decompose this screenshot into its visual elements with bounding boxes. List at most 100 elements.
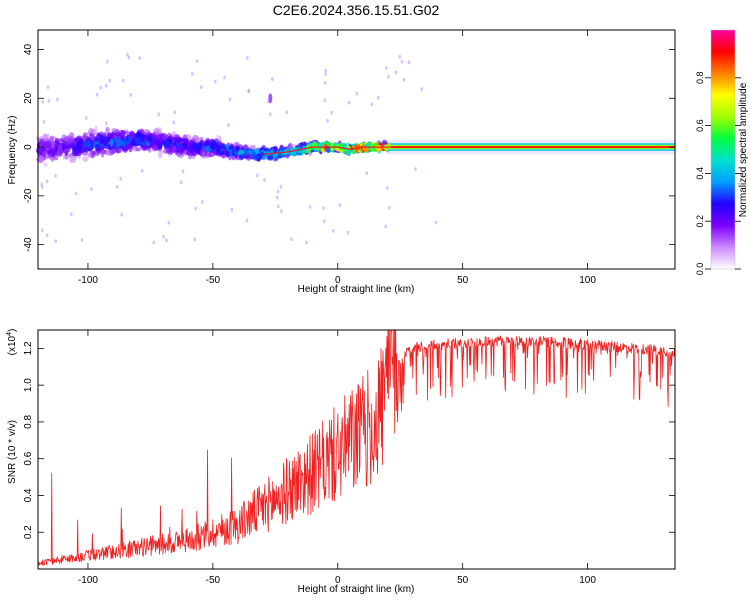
spectrogram-outlier <box>280 209 283 214</box>
spectrogram-outlier <box>190 71 194 76</box>
spectrogram-cell <box>105 126 110 136</box>
spectrogram-outlier <box>201 199 204 204</box>
spectrogram-outlier <box>324 72 327 77</box>
spectrogram-cell <box>151 144 158 151</box>
spectrogram-outlier <box>162 234 165 239</box>
spectrogram-cell <box>88 127 94 135</box>
spectrogram-outlier <box>346 230 350 235</box>
spectrogram-cell <box>92 150 96 155</box>
spectrogram-outlier <box>330 110 333 115</box>
spectrogram-cell <box>95 148 100 152</box>
spectrogram-outlier <box>126 52 129 57</box>
spectrogram-outlier <box>305 240 308 245</box>
spectrogram-ridge-line <box>262 146 675 155</box>
spectrogram-outlier <box>400 59 404 64</box>
spectrogram-outlier <box>108 78 111 83</box>
spectrogram-outlier <box>247 88 251 93</box>
spectrogram-cell <box>375 144 383 152</box>
spectrogram-y-tick-label: 0 <box>23 144 34 150</box>
spectrogram-cell <box>47 151 51 155</box>
spectrogram-y-tick-label: -20 <box>23 188 34 203</box>
spectrogram-y-tick-label: 20 <box>23 92 34 104</box>
spectrogram-outlier <box>276 204 280 209</box>
spectrogram-cell <box>99 136 106 140</box>
spectrogram-outlier <box>323 98 327 103</box>
spectrogram-cell <box>177 152 185 159</box>
spectrogram-outlier <box>56 97 59 102</box>
spectrogram-outlier <box>398 54 402 59</box>
spectrogram-outlier <box>322 206 325 211</box>
spectrogram-outlier <box>365 171 369 176</box>
spectrogram-cell <box>208 151 215 158</box>
spectrogram-cell <box>201 151 206 160</box>
spectrogram-outlier <box>255 173 259 178</box>
spectrogram-outlier <box>120 212 123 217</box>
spectrogram-outlier <box>45 233 49 238</box>
spectrogram-outlier <box>127 55 131 60</box>
spectrogram-cell <box>118 145 125 150</box>
svg-text:(x104): (x104) <box>6 329 18 356</box>
spectrogram-cell <box>204 141 210 147</box>
spectrogram-outlier <box>223 75 226 80</box>
spectrogram-cell <box>100 150 105 155</box>
spectrogram-outlier <box>263 178 266 183</box>
spectrogram-outlier <box>105 121 108 126</box>
spectrogram-outlier <box>106 59 109 64</box>
spectrogram-outlier <box>47 98 51 103</box>
spectrogram-outlier <box>193 237 196 242</box>
spectrogram-cell <box>37 155 44 164</box>
spectrogram-outlier <box>271 77 274 81</box>
spectrogram-cell <box>53 156 59 161</box>
spectrogram-cell <box>99 143 105 148</box>
spectrogram-outlier <box>40 228 44 233</box>
spectrogram-cell <box>147 135 152 143</box>
spectrogram-cell <box>54 143 58 151</box>
spectrogram-outlier <box>384 224 388 229</box>
spectrogram-cell <box>78 139 85 143</box>
spectrogram-cell <box>237 149 245 155</box>
spectrogram-cell <box>229 143 234 151</box>
spectrogram-cell <box>112 142 117 148</box>
spectrogram-cell <box>252 145 256 150</box>
spectrogram-cell <box>190 152 197 156</box>
snr-x-tick-label: -100 <box>78 575 98 586</box>
spectrogram-cell <box>109 138 114 148</box>
spectrogram-cell <box>272 146 277 153</box>
spectrogram-outlier <box>194 206 197 211</box>
snr-y-tick-label: 1.2 <box>23 341 34 355</box>
spectrogram-cell <box>69 135 73 141</box>
spectrogram-outlier <box>269 112 272 117</box>
snr-x-tick-label: 0 <box>335 575 341 586</box>
snr-panel: -100 -50 0 50 100 0.2 0.4 0.6 0.8 1.0 1.2 Height … <box>6 329 676 595</box>
spectrogram-x-tick-label: -100 <box>78 275 98 286</box>
chart-title: C2E6.2024.356.15.51.G02 <box>273 2 440 18</box>
spectrogram-outlier <box>42 119 46 124</box>
colorbar-tick-label: 0.0 <box>695 263 705 276</box>
spectrogram-cell <box>43 162 48 168</box>
spectrogram-outlier <box>420 87 424 92</box>
spectrogram-outlier <box>279 184 283 189</box>
spectrogram-outlier <box>40 185 44 189</box>
spectrogram-cell <box>172 145 177 154</box>
spectrogram-cell <box>231 150 239 155</box>
spectrogram-cell <box>243 149 247 156</box>
spectrogram-outlier <box>388 205 391 210</box>
spectrogram-outlier <box>230 207 234 212</box>
spectrogram-outlier <box>308 204 312 209</box>
spectrogram-cell <box>138 135 144 140</box>
spectrogram-outlier <box>95 92 99 97</box>
snr-multiplier-close: ) <box>7 329 18 332</box>
spectrogram-cell <box>123 140 129 144</box>
spectrogram-cell <box>182 141 187 149</box>
spectrogram-cell <box>155 127 159 136</box>
spectrogram-outlier <box>285 110 289 115</box>
spectrogram-outlier <box>105 83 108 88</box>
spectrogram-outlier <box>116 184 119 189</box>
spectrogram-outlier <box>46 85 50 89</box>
spectrogram-y-ticks: -40 -20 0 20 40 <box>23 44 675 252</box>
spectrogram-cell <box>111 127 118 134</box>
spectrogram-cell <box>109 132 115 137</box>
spectrogram-outlier <box>41 99 44 104</box>
spectrogram-outlier <box>199 85 203 90</box>
snr-x-axis-label: Height of straight line (km) <box>298 584 415 595</box>
